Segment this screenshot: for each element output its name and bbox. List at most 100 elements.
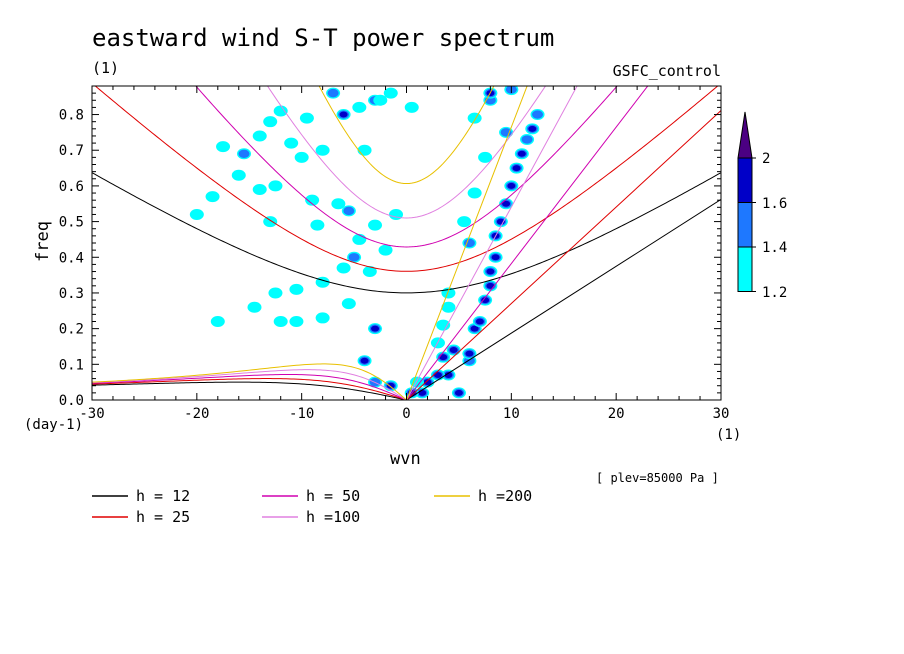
er-curve-12 xyxy=(92,381,407,400)
contour-blob xyxy=(467,112,482,124)
contour-blob xyxy=(327,88,339,98)
contour-blob xyxy=(289,283,304,295)
plot-frame xyxy=(91,85,722,401)
contour-blob xyxy=(404,101,419,113)
contour-blob xyxy=(517,150,526,157)
colorbar-label: 1.6 xyxy=(762,196,787,212)
contour-blob xyxy=(386,382,395,389)
contour-blob xyxy=(454,389,463,396)
contour-blob xyxy=(231,169,246,181)
x-tick-label: 30 xyxy=(713,406,730,422)
contour-blob xyxy=(436,319,451,331)
contour-blob xyxy=(441,301,456,313)
contour-blob xyxy=(371,325,380,332)
legend-label-h100: h =100 xyxy=(306,508,360,526)
colorbar-arrow xyxy=(737,111,753,159)
legend-label-h50: h = 50 xyxy=(306,487,360,505)
ig-curve-200 xyxy=(318,86,495,185)
x-tick-label: -10 xyxy=(289,406,314,422)
contour-blob xyxy=(339,111,348,118)
contour-blob xyxy=(521,135,533,144)
contour-blob xyxy=(409,376,424,388)
contour-field xyxy=(189,86,545,399)
y-tick-label: 0.2 xyxy=(59,322,84,338)
ig-curve-25 xyxy=(94,86,719,272)
contour-blob xyxy=(189,208,204,220)
ig-curve-12 xyxy=(92,172,721,294)
contour-blob xyxy=(273,316,288,327)
legend-label-h25: h = 25 xyxy=(136,508,190,526)
x-tick-label: 0 xyxy=(402,406,410,422)
pressure-level-note: [ plev=85000 Pa ] xyxy=(596,471,719,485)
colorbar-segment xyxy=(737,202,753,248)
contour-blob xyxy=(362,266,377,278)
kelvin-line-25 xyxy=(406,110,721,400)
contour-blob xyxy=(263,216,278,228)
contour-blob xyxy=(433,372,442,379)
contour-blob xyxy=(467,187,482,199)
contour-blob xyxy=(273,105,288,117)
contour-blob xyxy=(341,298,356,310)
colorbar-segment xyxy=(737,157,753,203)
contour-blob xyxy=(475,318,484,325)
contour-blob xyxy=(357,144,372,156)
colorbar-label: 1.2 xyxy=(762,285,787,301)
colorbar-label: 2 xyxy=(762,151,770,167)
ig-curve-100 xyxy=(266,86,547,219)
kelvin-line-12 xyxy=(406,199,721,400)
contour-blob xyxy=(439,354,448,361)
subtitle-left: (1) xyxy=(92,59,119,77)
legend-label-h200: h =200 xyxy=(478,487,532,505)
er-curve-50 xyxy=(92,373,407,400)
contour-blob xyxy=(368,219,383,231)
legend-label-h12: h = 12 xyxy=(136,487,190,505)
x-tick-label: -20 xyxy=(184,406,209,422)
contour-blob xyxy=(449,347,458,354)
contour-blob xyxy=(315,144,330,156)
y-tick-label: 0.8 xyxy=(59,108,84,124)
contour-blob xyxy=(315,312,330,324)
contour-blob xyxy=(532,110,544,119)
x-axis-label: wvn xyxy=(390,449,421,469)
er-curve-100 xyxy=(92,369,407,400)
chart-title: eastward wind S-T power spectrum xyxy=(92,24,554,52)
contour-blob xyxy=(478,151,493,163)
contour-blob xyxy=(305,194,320,206)
contour-blob xyxy=(299,112,314,124)
dispersion-curves xyxy=(92,86,721,400)
contour-blob xyxy=(528,125,537,132)
y-tick-label: 0.3 xyxy=(59,286,84,302)
contour-blob xyxy=(373,94,388,106)
contour-blob xyxy=(389,208,404,220)
contour-blob xyxy=(310,219,325,231)
contour-blob xyxy=(378,244,393,256)
y-tick-label: 0.1 xyxy=(59,357,84,373)
contour-blob xyxy=(210,316,225,327)
contour-blob xyxy=(268,287,283,299)
contour-blob xyxy=(331,198,346,210)
y-tick-label: 0.0 xyxy=(59,393,84,409)
contour-blob xyxy=(263,116,278,128)
contour-blob xyxy=(457,216,472,228)
er-curve-200 xyxy=(92,363,407,400)
contour-blob xyxy=(465,350,474,357)
contour-blob xyxy=(360,357,369,364)
contour-blob xyxy=(343,206,355,216)
y-tick-label: 0.7 xyxy=(59,143,84,159)
contour-blob xyxy=(284,137,299,149)
contour-blob xyxy=(444,372,453,379)
contour-blob xyxy=(502,200,511,207)
contour-blob xyxy=(205,191,220,203)
contour-blob xyxy=(491,254,500,261)
contour-blob xyxy=(336,262,351,274)
contour-blob xyxy=(423,379,432,386)
colorbar-segment xyxy=(737,246,753,292)
er-curve-25 xyxy=(92,378,407,400)
contour-blob xyxy=(418,389,427,396)
contour-blob xyxy=(481,297,490,304)
contour-blob xyxy=(268,180,283,192)
x-tick-labels: -30 -20 -10 0 10 20 30 xyxy=(79,406,729,422)
contour-blob xyxy=(247,301,262,313)
subtitle-right: GSFC_control xyxy=(613,62,721,80)
